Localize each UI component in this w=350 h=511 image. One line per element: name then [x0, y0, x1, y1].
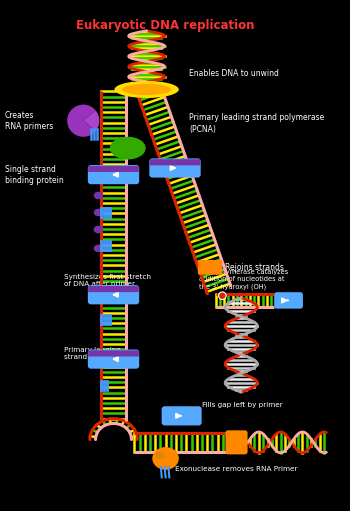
- FancyBboxPatch shape: [149, 158, 201, 178]
- Wedge shape: [67, 105, 96, 137]
- Text: Creates
RNA primers: Creates RNA primers: [5, 111, 53, 131]
- Text: Synthesizes first stretch
of DNA after primer: Synthesizes first stretch of DNA after p…: [64, 274, 151, 287]
- Text: Primary lagging
strand polymerase: Primary lagging strand polymerase: [64, 347, 132, 360]
- FancyBboxPatch shape: [88, 166, 139, 172]
- FancyBboxPatch shape: [150, 159, 200, 166]
- Ellipse shape: [152, 447, 179, 470]
- FancyBboxPatch shape: [88, 350, 139, 369]
- FancyBboxPatch shape: [88, 165, 139, 184]
- Text: Rejoins strands: Rejoins strands: [225, 263, 284, 271]
- FancyBboxPatch shape: [162, 406, 202, 426]
- Text: Exonuclease removes RNA Primer: Exonuclease removes RNA Primer: [175, 466, 298, 472]
- Text: Fills gap left by primer: Fills gap left by primer: [202, 402, 282, 408]
- Ellipse shape: [94, 226, 103, 233]
- Ellipse shape: [218, 292, 226, 299]
- Wedge shape: [83, 110, 99, 131]
- Text: Eukaryotic DNA replication: Eukaryotic DNA replication: [76, 19, 255, 33]
- FancyBboxPatch shape: [88, 351, 139, 357]
- FancyBboxPatch shape: [225, 430, 247, 454]
- Ellipse shape: [114, 81, 179, 98]
- Text: Primary leading strand polymerase: Primary leading strand polymerase: [189, 113, 324, 122]
- Ellipse shape: [94, 208, 103, 216]
- Text: Enables DNA to unwind: Enables DNA to unwind: [189, 68, 279, 78]
- Text: DNA polymerase catalyzes
addition of nucleotides at
the 3' hydroxyl (OH): DNA polymerase catalyzes addition of nuc…: [199, 269, 288, 290]
- FancyBboxPatch shape: [88, 286, 139, 292]
- Ellipse shape: [94, 192, 103, 199]
- FancyBboxPatch shape: [274, 292, 303, 309]
- Text: (PCNA): (PCNA): [189, 125, 216, 134]
- Text: Single strand
binding protein: Single strand binding protein: [5, 165, 63, 184]
- Ellipse shape: [122, 84, 171, 95]
- Ellipse shape: [94, 245, 103, 252]
- FancyBboxPatch shape: [88, 285, 139, 305]
- Ellipse shape: [155, 452, 164, 459]
- FancyBboxPatch shape: [198, 260, 222, 275]
- Ellipse shape: [110, 137, 146, 159]
